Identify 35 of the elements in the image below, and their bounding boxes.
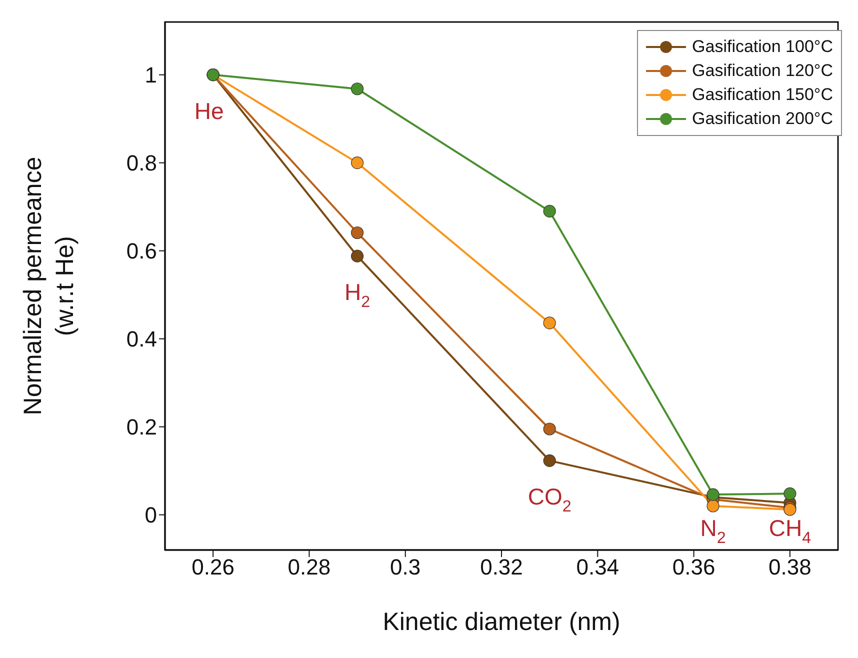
point [543, 422, 556, 436]
x-tick-label: 0.28 [288, 554, 331, 580]
legend-label: Gasification 200°C [692, 108, 833, 130]
point [543, 454, 556, 467]
point [543, 316, 556, 330]
point [706, 488, 720, 501]
y-tick-label: 0.2 [126, 414, 157, 440]
point [784, 487, 796, 500]
legend-label: Gasification 100°C [692, 36, 833, 58]
point [706, 500, 720, 512]
y-tick-label: 0.6 [126, 238, 157, 264]
point [350, 156, 364, 170]
x-axis-title: Kinetic diameter (nm) [382, 608, 620, 636]
y-axis-title: Normalized permeance (w.r.t He) [19, 156, 79, 416]
annotation: He [194, 98, 224, 124]
y-tick-label: 0 [144, 502, 157, 528]
point [350, 250, 364, 262]
annotation: CH$_{4}$ [768, 515, 812, 547]
x-tick-label: 0.34 [576, 554, 620, 580]
point [350, 82, 364, 96]
point [350, 226, 364, 240]
x-tick-label: 0.32 [480, 554, 523, 580]
x-tick-label: 0.36 [672, 554, 716, 580]
legend-label: Gasification 150°C [692, 84, 833, 106]
y-tick-label: 0.8 [126, 150, 157, 176]
annotation: CO$_{2}$ [528, 484, 572, 516]
legend-label: Gasification 120°C [692, 60, 833, 82]
x-tick-label: 0.3 [390, 554, 421, 580]
annotation: H$_{2}$ [344, 279, 370, 312]
x-tick-label: 0.26 [192, 554, 234, 580]
y-tick-label: 0.4 [126, 326, 157, 352]
annotation: N$_{2}$ [700, 515, 726, 547]
y-tick-label: 1 [144, 62, 157, 88]
x-tick-label: 0.38 [768, 554, 812, 580]
point [543, 204, 556, 218]
